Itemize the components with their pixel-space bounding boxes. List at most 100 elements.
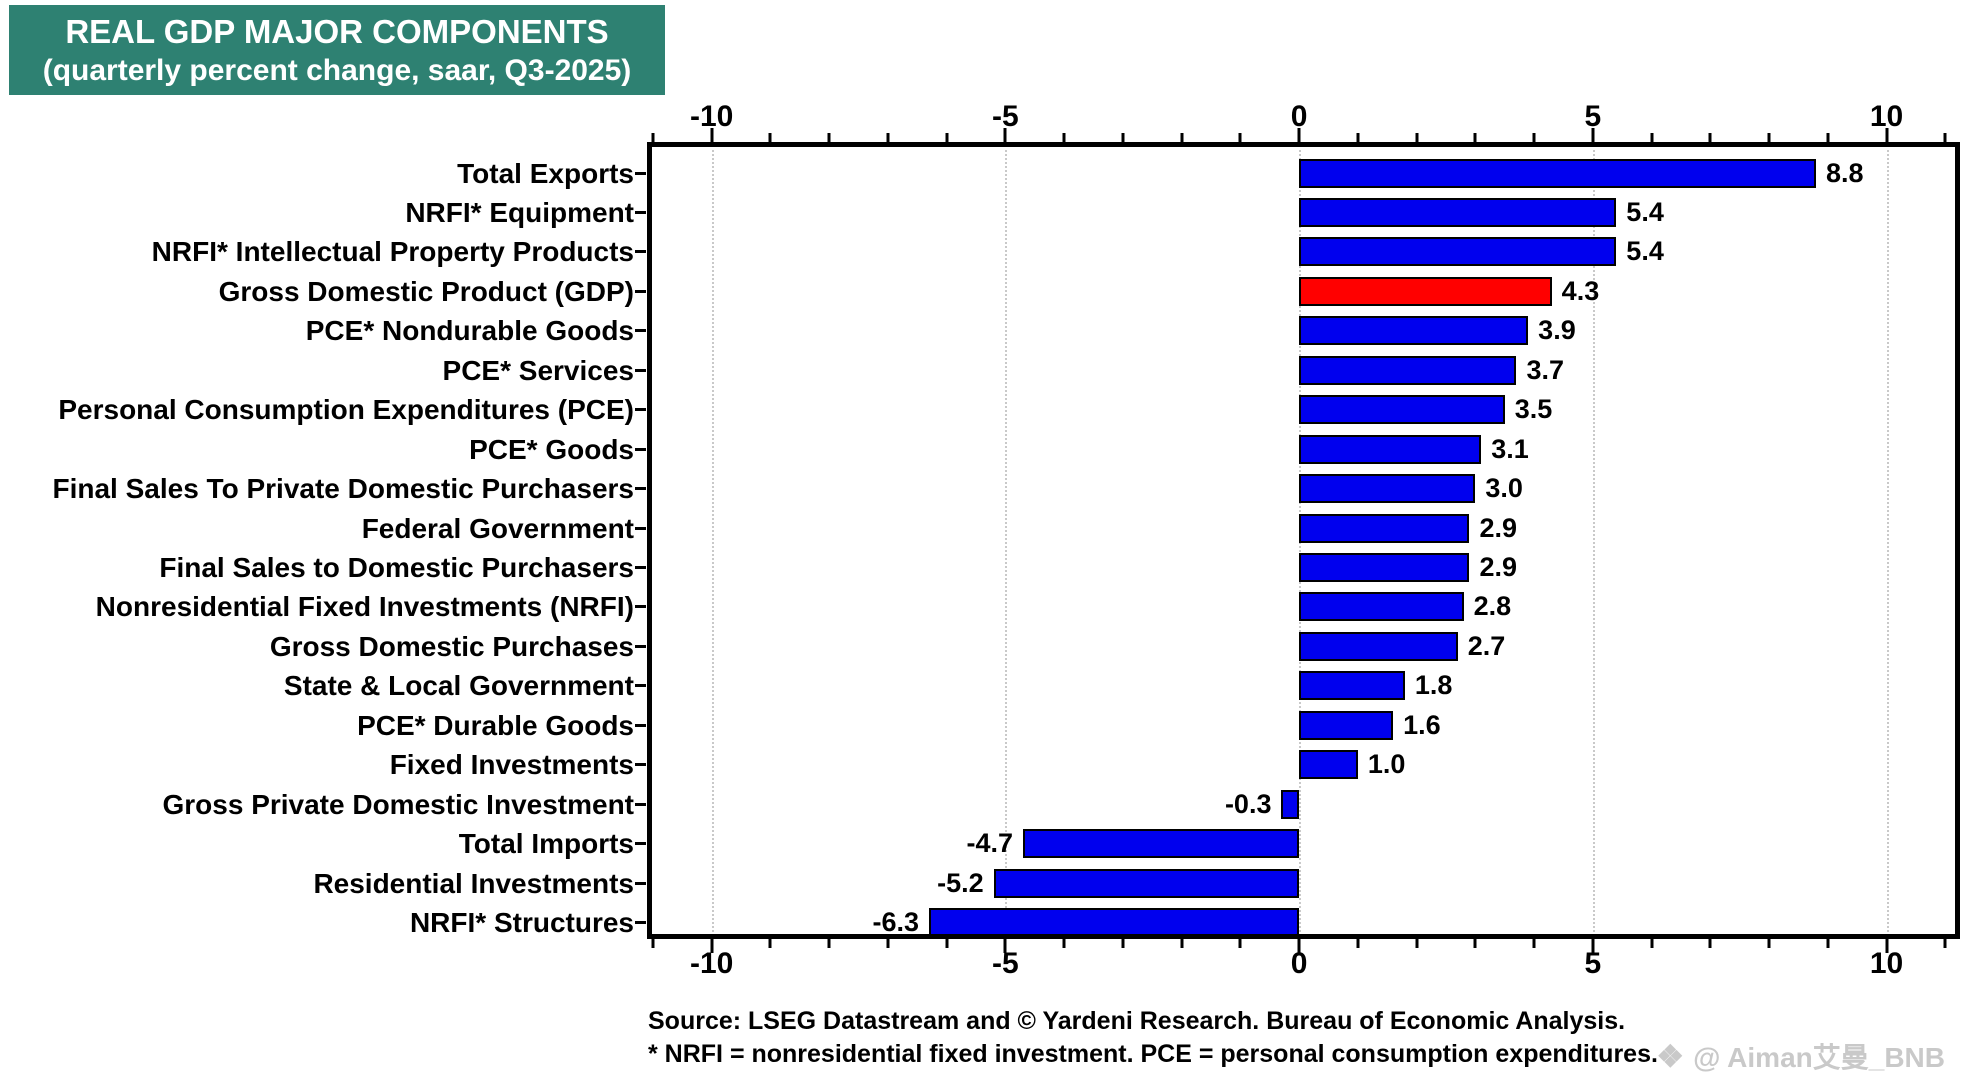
category-tick <box>635 605 646 609</box>
axis-tick <box>1591 128 1595 142</box>
axis-tick <box>1356 133 1360 142</box>
chart-title: REAL GDP MAJOR COMPONENTS <box>65 12 609 50</box>
axis-tick <box>1121 133 1125 142</box>
axis-tick <box>1062 939 1066 948</box>
axis-tick <box>1708 939 1712 948</box>
axis-tick <box>1180 133 1184 142</box>
category-tick <box>635 368 646 372</box>
axis-tick <box>1650 939 1654 948</box>
bar-value-label: 1.8 <box>1414 670 1453 701</box>
category-label: Final Sales To Private Domestic Purchase… <box>52 473 634 505</box>
bar <box>1299 710 1394 740</box>
bar <box>1299 197 1617 227</box>
bar <box>1299 158 1817 188</box>
watermark-text: @ Aiman艾曼_BNB <box>1693 1042 1945 1073</box>
axis-tick <box>1885 939 1888 953</box>
bar-value-label: 3.0 <box>1485 473 1523 504</box>
axis-tick <box>1591 939 1595 953</box>
category-tick <box>635 684 646 688</box>
axis-tick <box>945 939 949 948</box>
bar <box>1281 789 1300 819</box>
axis-tick <box>768 133 772 142</box>
chart-subtitle: (quarterly percent change, saar, Q3-2025… <box>42 53 632 87</box>
axis-tick <box>1121 939 1125 948</box>
category-tick <box>635 210 646 214</box>
category-tick <box>635 763 646 767</box>
axis-tick <box>651 133 655 142</box>
axis-tick <box>1826 939 1830 948</box>
category-label: Personal Consumption Expenditures (PCE) <box>58 394 634 426</box>
axis-tick <box>886 133 890 142</box>
category-label: PCE* Goods <box>469 433 634 465</box>
axis-tick <box>1708 133 1712 142</box>
axis-tick-label: 0 <box>1290 947 1308 980</box>
axis-tick-label: 0 <box>1290 100 1308 133</box>
axis-tick <box>1003 939 1007 953</box>
bar-value-label: 2.7 <box>1467 630 1506 661</box>
bar <box>1299 631 1458 661</box>
category-label: Gross Domestic Product (GDP) <box>218 275 634 307</box>
axis-tick <box>827 133 831 142</box>
axis-tick <box>1238 939 1242 948</box>
axis-tick <box>1297 128 1301 142</box>
bar <box>1299 671 1405 701</box>
bar-value-label: -4.7 <box>966 828 1013 859</box>
axis-tick <box>1767 939 1771 948</box>
bar-value-label: 8.8 <box>1826 157 1864 188</box>
axis-tick <box>1532 133 1536 142</box>
axis-tick <box>1473 133 1477 142</box>
category-tick <box>635 842 646 846</box>
axis-tick <box>1238 133 1242 142</box>
category-tick <box>635 171 646 175</box>
category-tick <box>635 566 646 569</box>
source-note: Source: LSEG Datastream and © Yardeni Re… <box>648 1005 1658 1071</box>
category-label: PCE* Nondurable Goods <box>305 315 634 347</box>
bar <box>1299 474 1476 504</box>
category-label: PCE* Services <box>442 354 634 386</box>
bar-value-label: 5.4 <box>1626 196 1664 227</box>
bar-highlight-gdp <box>1299 276 1552 306</box>
category-tick <box>635 921 646 925</box>
gridline <box>711 145 714 936</box>
category-tick <box>635 881 646 885</box>
bar-value-label: 5.4 <box>1626 236 1664 267</box>
bar-value-label: 1.0 <box>1367 749 1406 780</box>
category-tick <box>635 408 646 412</box>
bar <box>993 868 1300 898</box>
axis-tick-label: 5 <box>1584 947 1602 980</box>
category-label: NRFI* Equipment <box>405 196 634 228</box>
bar-value-label: 3.9 <box>1538 315 1576 346</box>
bar <box>1299 750 1358 780</box>
bar <box>1023 829 1300 859</box>
axis-tick <box>1943 939 1947 948</box>
axis-tick <box>1415 133 1419 142</box>
axis-tick <box>1062 133 1066 142</box>
category-label: Residential Investments <box>313 867 634 899</box>
bar-value-label: -0.3 <box>1224 788 1272 819</box>
category-tick <box>635 526 646 530</box>
axis-tick <box>710 939 714 953</box>
bar <box>1299 553 1470 582</box>
source-line-1: Source: LSEG Datastream and © Yardeni Re… <box>648 1007 1626 1035</box>
bar <box>1299 513 1470 543</box>
binance-diamond-icon: ❖ <box>1656 1038 1685 1074</box>
category-tick <box>635 329 646 333</box>
x-axis-bottom-labels: -10 -5 0 5 10 <box>650 944 1957 984</box>
axis-tick <box>1473 939 1477 948</box>
gridline <box>1005 145 1008 936</box>
axis-tick <box>1826 133 1830 142</box>
gridline <box>1886 145 1889 936</box>
category-label: Gross Private Domestic Investment <box>162 788 634 820</box>
bar <box>1299 237 1617 267</box>
category-label: Final Sales to Domestic Purchasers <box>159 552 634 583</box>
bar-value-label: 3.5 <box>1514 394 1553 425</box>
axis-tick <box>1356 939 1360 948</box>
axis-tick <box>1415 939 1419 948</box>
bar <box>1299 395 1505 425</box>
axis-tick <box>1767 133 1771 142</box>
bar-value-label: 3.7 <box>1526 354 1564 385</box>
bar-value-label: 2.9 <box>1479 552 1517 582</box>
axis-tick <box>1532 939 1536 948</box>
axis-tick-label: -5 <box>992 100 1019 133</box>
